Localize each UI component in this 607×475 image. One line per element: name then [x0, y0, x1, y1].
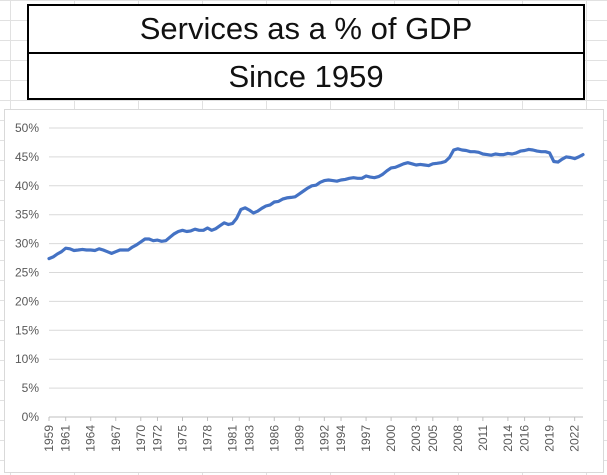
x-tick-label: 1994	[334, 425, 348, 452]
y-tick-label: 10%	[15, 352, 39, 366]
x-tick-label: 1978	[201, 425, 215, 452]
x-tick-label: 2019	[543, 425, 557, 452]
x-tick-label: 1989	[292, 425, 306, 452]
gridlines	[49, 127, 583, 418]
x-tick-label: 1986	[267, 425, 281, 452]
x-tick-label: 2005	[426, 425, 440, 452]
x-tick-label: 1959	[42, 425, 56, 452]
x-tick-label: 1967	[109, 425, 123, 452]
y-tick-label: 20%	[15, 294, 39, 308]
y-tick-label: 30%	[15, 237, 39, 251]
x-tick-label: 1975	[176, 425, 190, 452]
x-tick-label: 1992	[317, 425, 331, 452]
x-tick-label: 2016	[518, 425, 532, 452]
x-tick-label: 1964	[84, 425, 98, 452]
y-tick-label: 40%	[15, 179, 39, 193]
chart-subtitle: Since 1959	[29, 52, 583, 100]
line-chart: 0% 5% 10% 15% 20% 25% 30% 35% 40% 45% 50% 1959 1961…	[15, 121, 585, 452]
y-tick-label: 0%	[22, 410, 40, 424]
y-tick-label: 25%	[15, 266, 39, 280]
x-tick-label: 1983	[242, 425, 256, 452]
x-tick-label: 2014	[501, 425, 515, 452]
x-axis-labels: 1959 1961 1964 1967 1970 1972 1975 1978 1981 1983…	[42, 425, 582, 452]
y-tick-label: 35%	[15, 208, 39, 222]
y-tick-label: 50%	[15, 121, 39, 135]
chart-area[interactable]: 0% 5% 10% 15% 20% 25% 30% 35% 40% 45% 50% 1959 1961…	[4, 109, 604, 473]
x-tick-label: 2011	[476, 425, 490, 451]
x-tick-label: 1961	[59, 425, 73, 452]
x-tick-label: 2008	[451, 425, 465, 452]
x-tick-label: 1972	[150, 425, 164, 452]
y-tick-label: 15%	[15, 323, 39, 337]
chart-title-box[interactable]: Services as a % of GDP Since 1959	[27, 4, 585, 100]
x-tick-label: 2000	[384, 425, 398, 452]
x-tick-label: 1981	[226, 425, 240, 452]
y-axis-labels: 0% 5% 10% 15% 20% 25% 30% 35% 40% 45% 50%	[15, 121, 39, 424]
x-tick-label: 1997	[359, 425, 373, 452]
x-tick-label: 2003	[409, 425, 423, 452]
y-tick-label: 5%	[22, 381, 40, 395]
series-layer	[47, 147, 585, 261]
x-tick-label: 1970	[134, 425, 148, 452]
chart-title: Services as a % of GDP	[139, 11, 473, 46]
series-line	[47, 147, 585, 261]
x-tick-label: 2022	[568, 425, 582, 452]
y-tick-label: 45%	[15, 150, 39, 164]
x-axis-ticks	[48, 417, 576, 421]
